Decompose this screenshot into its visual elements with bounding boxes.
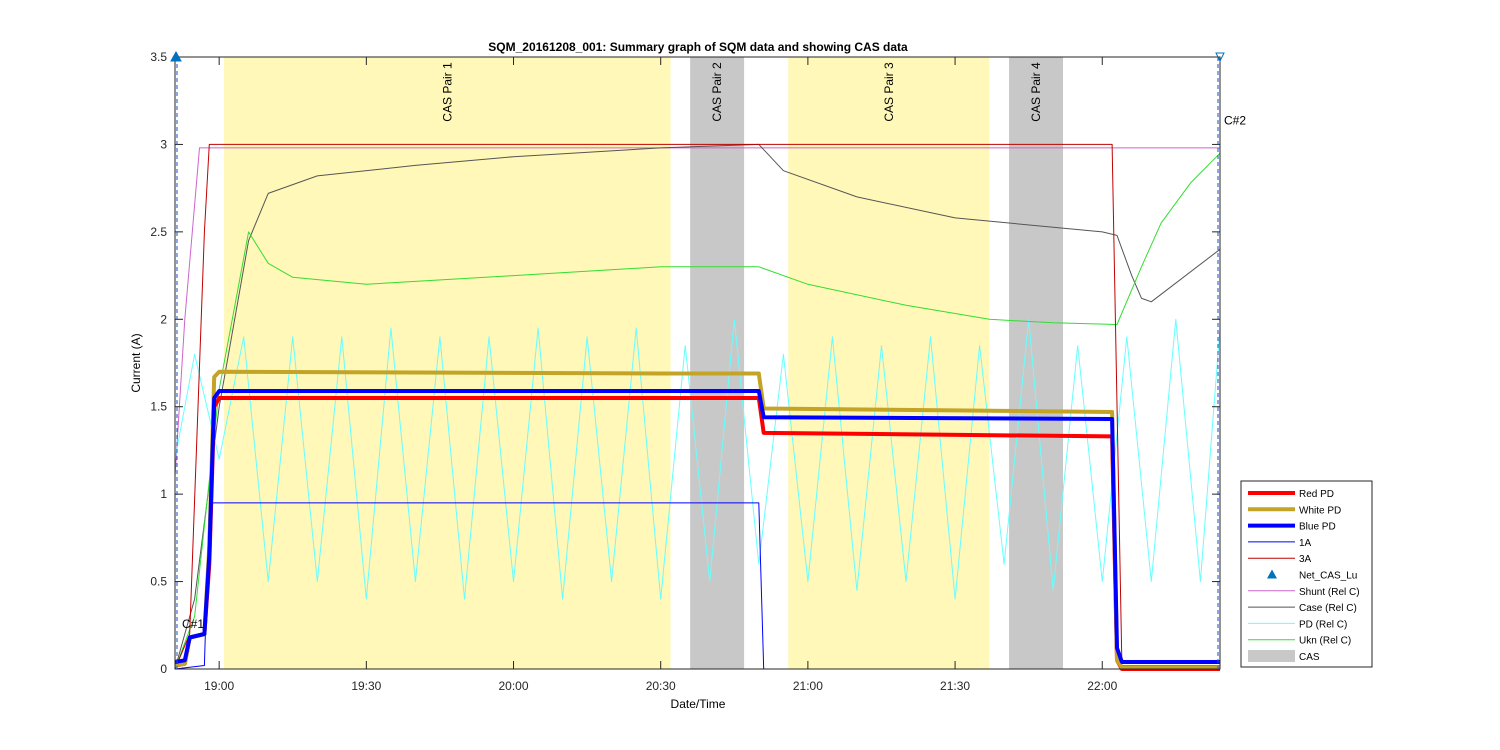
cursor-label-2: C#2	[1224, 113, 1246, 127]
x-axis-label: Date/Time	[671, 697, 726, 711]
legend-label-ukn-rel-c-: Ukn (Rel C)	[1299, 636, 1351, 647]
cas-region-label-1: CAS Pair 1	[440, 62, 454, 122]
x-tick-label: 19:30	[351, 679, 381, 693]
series-line-blue-pd	[174, 389, 1220, 664]
legend-label-cas: CAS	[1299, 652, 1320, 663]
x-tick-label: 20:30	[646, 679, 676, 693]
y-tick-label: 1	[160, 487, 167, 501]
legend: Red PD White PD Blue PD 1A 3A Net_CAS_Lu Shunt…	[1240, 480, 1373, 668]
tick-layer: 19:00 19:30 20:00 20:30 21:00 21:30 22:00 0 0.5 1…	[150, 50, 1220, 693]
legend-swatch-net-cas-lu	[1267, 569, 1277, 579]
legend-label-shunt-rel-c-: Shunt (Rel C)	[1299, 587, 1360, 598]
cas-region-3	[788, 57, 990, 669]
x-tick-label: 20:00	[499, 679, 529, 693]
legend-label-pd-rel-c-: PD (Rel C)	[1299, 619, 1347, 630]
y-tick-label: 0.5	[150, 575, 167, 589]
legend-label-net-cas-lu: Net_CAS_Lu	[1299, 571, 1357, 582]
x-tick-label: 19:00	[204, 679, 234, 693]
legend-label-3a: 3A	[1299, 554, 1312, 565]
net-cas-lu-marker	[170, 50, 182, 62]
series-line-shunt-rel-c-	[174, 147, 1220, 477]
y-tick-label: 1.5	[150, 400, 167, 414]
x-tick-label: 22:00	[1087, 679, 1117, 693]
x-tick-label: 21:00	[793, 679, 823, 693]
cas-region-4	[1009, 57, 1064, 669]
legend-box	[1240, 480, 1373, 668]
cas-region-layer: CAS Pair 1 CAS Pair 2 CAS Pair 3 CAS Pair 4	[224, 57, 1064, 669]
net-cas-lu-marker-end	[1215, 52, 1225, 63]
cas-region-label-2: CAS Pair 2	[710, 62, 724, 122]
series-line-pd-rel-c-	[174, 318, 1221, 600]
marker-layer: C#1 C#2	[170, 50, 1246, 669]
series-layer	[174, 143, 1221, 671]
legend-label-blue-pd: Blue PD	[1299, 522, 1336, 533]
cas-region-2	[690, 57, 745, 669]
cas-region-1	[224, 57, 671, 669]
legend-label-1a: 1A	[1299, 538, 1312, 549]
y-tick-label: 2	[160, 312, 167, 326]
cursor-label-1: C#1	[182, 617, 204, 631]
series-line-ukn-rel-c-	[174, 152, 1221, 670]
legend-label-case-rel-c-: Case (Rel C)	[1299, 603, 1357, 614]
legend-swatch-cas	[1248, 650, 1295, 662]
y-tick-label: 3	[160, 137, 167, 151]
legend-label-white-pd: White PD	[1299, 505, 1341, 516]
y-tick-label: 2.5	[150, 225, 167, 239]
cas-region-label-3: CAS Pair 3	[882, 62, 896, 122]
plot-frame	[174, 56, 1221, 670]
legend-label-red-pd: Red PD	[1299, 489, 1334, 500]
y-tick-label: 3.5	[150, 50, 167, 64]
y-tick-label: 0	[160, 662, 167, 676]
y-axis-label: Current (A)	[129, 333, 143, 392]
x-tick-label: 21:30	[940, 679, 970, 693]
cas-region-label-4: CAS Pair 4	[1029, 62, 1043, 122]
chart-title: SQM_20161208_001: Summary graph of SQM d…	[488, 40, 908, 54]
